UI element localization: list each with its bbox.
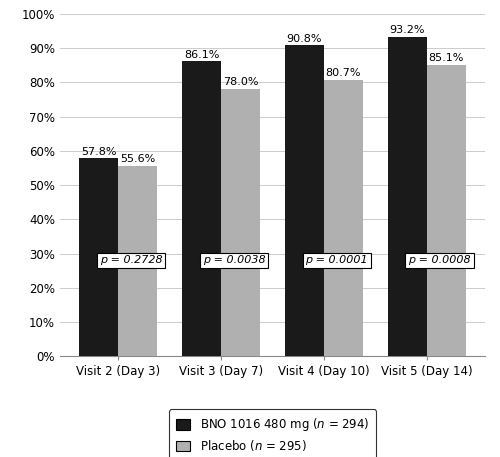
Text: p = 0.0001: p = 0.0001 — [306, 255, 368, 266]
Text: 90.8%: 90.8% — [286, 33, 322, 43]
Text: 57.8%: 57.8% — [81, 147, 116, 157]
Bar — [182, 61, 221, 356]
Text: 85.1%: 85.1% — [428, 53, 464, 63]
Bar — [324, 80, 363, 356]
Text: 93.2%: 93.2% — [390, 25, 425, 35]
Text: 78.0%: 78.0% — [223, 77, 258, 87]
Legend: BNO 1016 480 mg ($\it{n}$ = 294), Placebo ($\it{n}$ = 295): BNO 1016 480 mg ($\it{n}$ = 294), Placeb… — [169, 409, 376, 457]
Text: 80.7%: 80.7% — [326, 68, 361, 78]
Bar — [80, 159, 118, 356]
Text: 55.6%: 55.6% — [120, 154, 156, 164]
Bar — [221, 89, 260, 356]
Bar — [285, 45, 324, 356]
Bar — [426, 65, 466, 356]
Text: p = 0.0038: p = 0.0038 — [202, 255, 266, 266]
Bar — [118, 166, 158, 356]
Text: 86.1%: 86.1% — [184, 50, 220, 60]
Text: p = 0.2728: p = 0.2728 — [100, 255, 162, 266]
Bar — [388, 37, 426, 356]
Text: p = 0.0008: p = 0.0008 — [408, 255, 471, 266]
